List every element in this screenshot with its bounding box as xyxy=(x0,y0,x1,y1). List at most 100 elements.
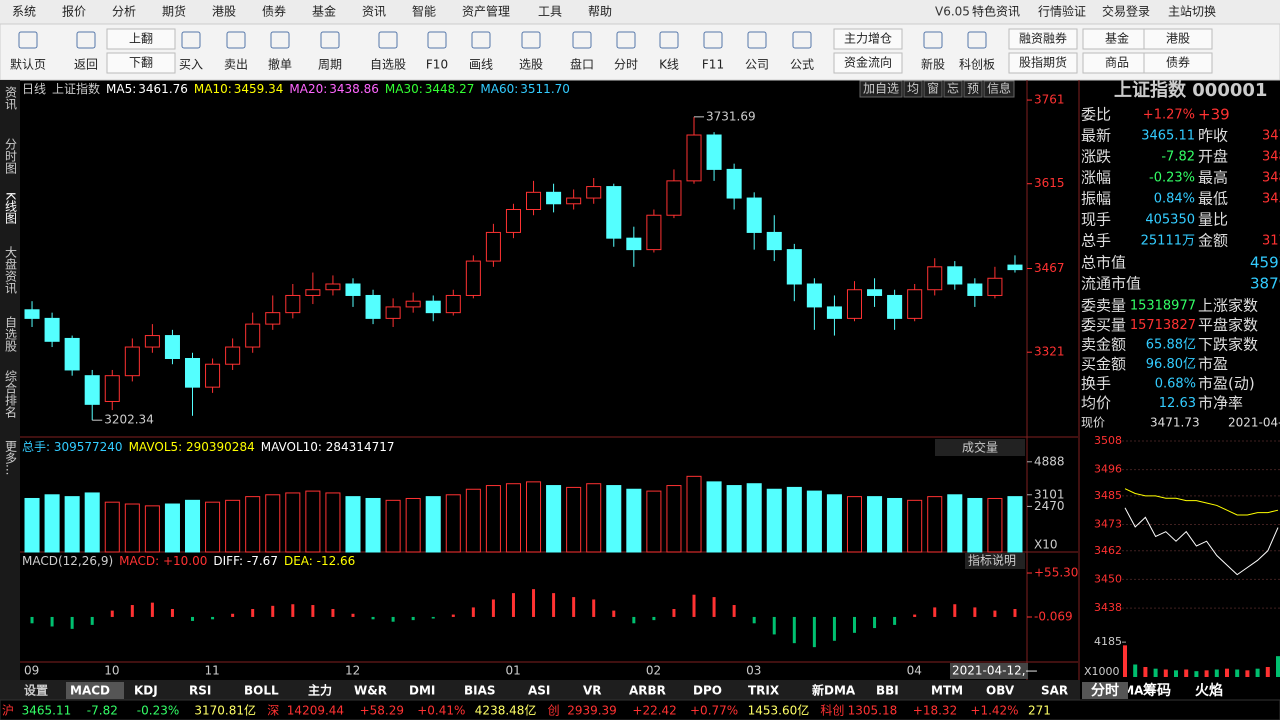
macd-stat: DEA: -12.66 xyxy=(284,554,355,568)
macd-bar xyxy=(612,611,615,617)
indicator-tab[interactable]: ASI xyxy=(528,684,550,698)
toolbar-label[interactable]: 盘口 xyxy=(570,57,594,72)
toolbar-label[interactable]: 债券 xyxy=(1166,55,1190,70)
candle-body xyxy=(547,192,561,203)
left-tab[interactable]: 大盘资讯 xyxy=(4,246,18,295)
toolbar-label[interactable]: 默认页 xyxy=(10,57,46,72)
menu-item[interactable]: 港股 xyxy=(212,5,236,19)
menu-item[interactable]: 工具 xyxy=(538,5,562,19)
toolbar-label[interactable]: 返回 xyxy=(74,58,98,72)
indicator-tab[interactable]: 主力 xyxy=(308,683,332,698)
chart-button-label[interactable]: 加自选 xyxy=(863,82,899,96)
menu-item[interactable]: 交易登录 xyxy=(1102,4,1150,19)
left-tab[interactable]: 综合排名 xyxy=(4,370,18,418)
left-tab[interactable]: 分时图 xyxy=(4,138,18,174)
toolbar-label[interactable]: 资金流向 xyxy=(844,55,892,70)
y-tick-label: 3615 xyxy=(1034,176,1065,190)
toolbar-label[interactable]: 卖出 xyxy=(224,58,248,72)
toolbar-label[interactable]: 主力增仓 xyxy=(844,32,892,46)
menu-item[interactable]: 系统 xyxy=(12,5,36,19)
toolbar-label[interactable]: 公司 xyxy=(745,58,769,72)
panel-tab[interactable]: 分时 xyxy=(1091,682,1119,699)
panel-tab[interactable]: 火焰 xyxy=(1195,682,1223,699)
indicator-tab[interactable]: ARBR xyxy=(629,684,666,698)
menu-item[interactable]: 报价 xyxy=(62,4,86,19)
ticker-name: 创 xyxy=(548,704,560,718)
left-tab[interactable]: K线图 xyxy=(4,192,18,224)
toolbar-label[interactable]: 下翻 xyxy=(129,56,153,70)
toolbar-label[interactable]: 买入 xyxy=(179,58,203,72)
volume-selector-label[interactable]: 成交量 xyxy=(962,440,998,455)
toolbar-label[interactable]: 撤单 xyxy=(268,57,292,72)
menu-item[interactable]: 基金 xyxy=(312,4,336,19)
intraday-volume xyxy=(1164,670,1168,678)
indicator-tab[interactable]: DPO xyxy=(693,684,722,698)
chart-button-label[interactable]: 忘 xyxy=(947,81,959,96)
toolbar-label[interactable]: 画线 xyxy=(469,58,493,72)
volume-bar xyxy=(266,495,280,552)
toolbar-label[interactable]: 融资融券 xyxy=(1019,31,1067,46)
indicator-tab[interactable]: 设置 xyxy=(24,683,48,698)
quote-cell: 委买量 xyxy=(1081,316,1126,334)
indicator-tab[interactable]: SAR xyxy=(1041,684,1068,698)
volume-bar xyxy=(607,486,621,552)
volume-bar xyxy=(185,500,199,552)
toolbar-label[interactable]: 自选股 xyxy=(370,58,406,72)
menu-item[interactable]: 资讯 xyxy=(362,5,386,19)
toolbar-label[interactable]: 股指期货 xyxy=(1019,55,1067,70)
chart-button-label[interactable]: 窗 xyxy=(927,82,939,96)
indicator-tab[interactable]: BOLL xyxy=(244,684,279,698)
menu-item[interactable]: 资产管理 xyxy=(462,4,510,19)
toolbar-label[interactable]: 分时 xyxy=(614,58,638,72)
toolbar-label[interactable]: 科创板 xyxy=(959,58,995,72)
toolbar-label[interactable]: 港股 xyxy=(1166,32,1190,46)
version: V6.05 xyxy=(935,5,970,19)
intraday-volume xyxy=(1235,670,1239,678)
candle-body xyxy=(627,238,641,249)
indicator-tab[interactable]: RSI xyxy=(189,684,211,698)
menu-item[interactable]: 行情验证 xyxy=(1038,4,1086,19)
indicator-tab[interactable]: VR xyxy=(583,684,602,698)
indicator-tab[interactable]: 新DMA xyxy=(812,683,856,698)
indicator-tab[interactable]: KDJ xyxy=(134,684,158,698)
chart-button-label[interactable]: 预 xyxy=(967,82,979,96)
toolbar-label[interactable]: 选股 xyxy=(519,58,543,72)
macd-bar xyxy=(71,617,74,629)
indicator-tab[interactable]: MTM xyxy=(931,684,963,698)
indicator-tab[interactable]: BIAS xyxy=(464,684,496,698)
menu-item[interactable]: 特色资讯 xyxy=(972,4,1020,19)
ticker-name: 科创 xyxy=(820,704,844,718)
toolbar-label[interactable]: 周期 xyxy=(318,58,342,72)
panel-tab[interactable]: 筹码 xyxy=(1143,682,1171,699)
menu-item[interactable]: 分析 xyxy=(112,5,136,19)
indicator-tab[interactable]: W&R xyxy=(354,684,387,698)
toolbar-label[interactable]: 公式 xyxy=(790,58,814,72)
menu-item[interactable]: 期货 xyxy=(162,4,186,19)
x-tick-label: 12 xyxy=(345,664,360,678)
macd-help-label[interactable]: 指标说明 xyxy=(968,553,1016,568)
menu-item[interactable]: 智能 xyxy=(412,4,436,19)
toolbar-label[interactable]: 基金 xyxy=(1105,31,1129,46)
indicator-tab[interactable]: BBI xyxy=(876,684,899,698)
toolbar-label[interactable]: 新股 xyxy=(921,57,945,72)
chart-button-label[interactable]: 均 xyxy=(907,82,919,96)
macd-bar xyxy=(833,617,836,641)
indicator-tab[interactable]: TRIX xyxy=(748,684,780,698)
left-tab[interactable]: 自选股 xyxy=(4,316,18,353)
volume-bar xyxy=(767,489,781,552)
toolbar-label[interactable]: F10 xyxy=(426,58,448,72)
toolbar-label[interactable]: 商品 xyxy=(1105,55,1129,70)
menu-item[interactable]: 债券 xyxy=(262,4,286,19)
toolbar-label[interactable]: F11 xyxy=(702,58,724,72)
indicator-tab[interactable]: MACD xyxy=(70,684,110,698)
left-tab[interactable]: 更多... xyxy=(4,440,18,475)
candle-body xyxy=(206,364,220,387)
chart-button-label[interactable]: 信息 xyxy=(987,81,1011,96)
menu-item[interactable]: 帮助 xyxy=(588,5,612,19)
left-tab[interactable]: 资讯 xyxy=(4,86,18,111)
indicator-tab[interactable]: DMI xyxy=(409,684,435,698)
toolbar-label[interactable]: K线 xyxy=(659,58,679,72)
toolbar-label[interactable]: 上翻 xyxy=(129,32,153,46)
indicator-tab[interactable]: OBV xyxy=(986,684,1015,698)
menu-item[interactable]: 主站切换 xyxy=(1168,5,1216,19)
